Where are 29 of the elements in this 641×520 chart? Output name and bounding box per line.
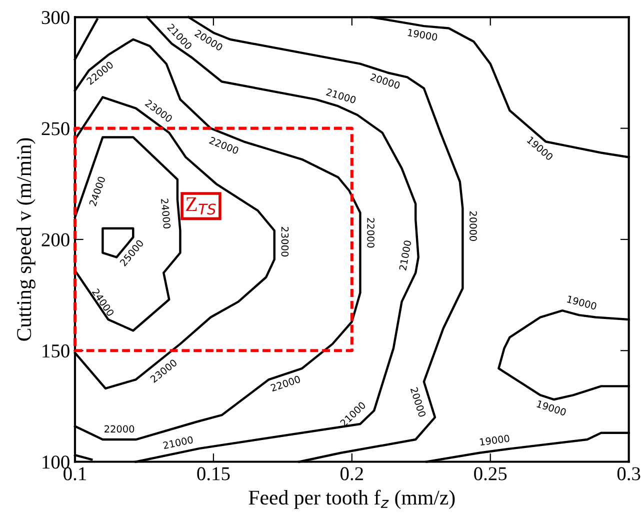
y-tick-label: 250 [42, 122, 70, 136]
annotation: 20000 [410, 386, 426, 418]
y-tick-label: 300 [42, 10, 70, 24]
x-axis-title: Feed per tooth f$_{z}$ (mm/z) [248, 490, 455, 509]
annotation: 21000 [398, 240, 412, 271]
annotation: 24000 [160, 198, 171, 229]
annotation: 22000 [104, 425, 134, 433]
annotation: Z$_{TS}$ [186, 197, 216, 215]
x-tick-label: 0.3 [617, 467, 640, 480]
annotation: 19000 [566, 295, 597, 310]
annotation: 19000 [480, 434, 510, 446]
annotation: 20000 [470, 211, 477, 241]
annotation: 24000 [88, 176, 106, 206]
annotation: 21000 [326, 88, 356, 104]
annotation: 22000 [270, 375, 301, 392]
annotation: 22000 [367, 218, 374, 248]
y-tick-label: 200 [42, 233, 70, 246]
x-tick-label: 0.15 [197, 467, 230, 480]
y-axis-title: Cutting speed v (m/min) [16, 138, 36, 341]
x-tick-label: 0.25 [474, 467, 507, 480]
y-tick-label: 100 [42, 456, 70, 469]
annotation: 23000 [281, 226, 289, 256]
y-tick-label: 150 [42, 344, 70, 358]
annotation: 21000 [162, 436, 194, 450]
x-tick-label: 0.1 [64, 467, 86, 480]
x-tick-label: 0.2 [340, 467, 363, 480]
annotation: 20000 [370, 73, 400, 90]
annotation: 19000 [408, 28, 438, 41]
annotation: 19000 [536, 400, 567, 416]
